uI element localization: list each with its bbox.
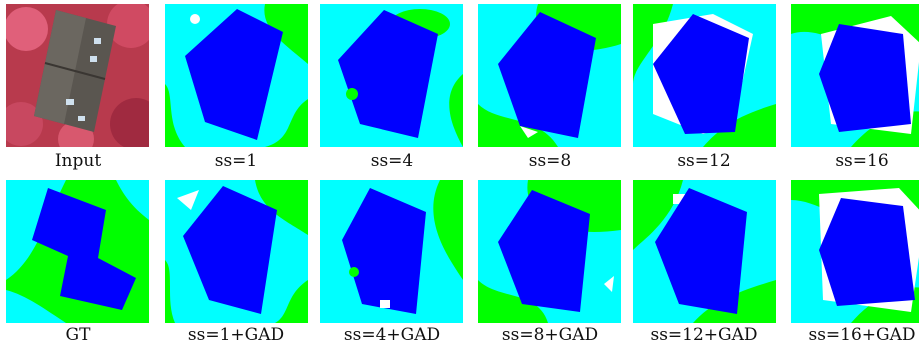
seg-ss16-gad: [791, 180, 919, 323]
seg-ss1: [165, 4, 308, 147]
ss12gad-caption: ss=12+GAD: [650, 325, 758, 345]
ss12-caption: ss=12: [677, 151, 731, 171]
input-caption: Input: [54, 151, 102, 171]
seg-ss12: [633, 4, 776, 147]
gt-caption: GT: [65, 325, 91, 345]
seg-ss16: [791, 4, 919, 147]
ss1-caption: ss=1: [214, 151, 258, 171]
input-image: [6, 4, 149, 147]
seg-ss1-gad: [165, 180, 308, 323]
ground-truth-image: [6, 180, 149, 323]
seg-ss8: [478, 4, 621, 147]
ss16gad-caption: ss=16+GAD: [808, 325, 916, 345]
ss1gad-caption: ss=1+GAD: [187, 325, 285, 345]
ss16-caption: ss=16: [835, 151, 889, 171]
ss4-caption: ss=4: [370, 151, 414, 171]
seg-ss12-gad: [633, 180, 776, 323]
ss4gad-caption: ss=4+GAD: [343, 325, 441, 345]
seg-ss4-gad: [320, 180, 463, 323]
ss8gad-caption: ss=8+GAD: [501, 325, 599, 345]
seg-ss4: [320, 4, 463, 147]
seg-ss8-gad: [478, 180, 621, 323]
ss8-caption: ss=8: [528, 151, 572, 171]
